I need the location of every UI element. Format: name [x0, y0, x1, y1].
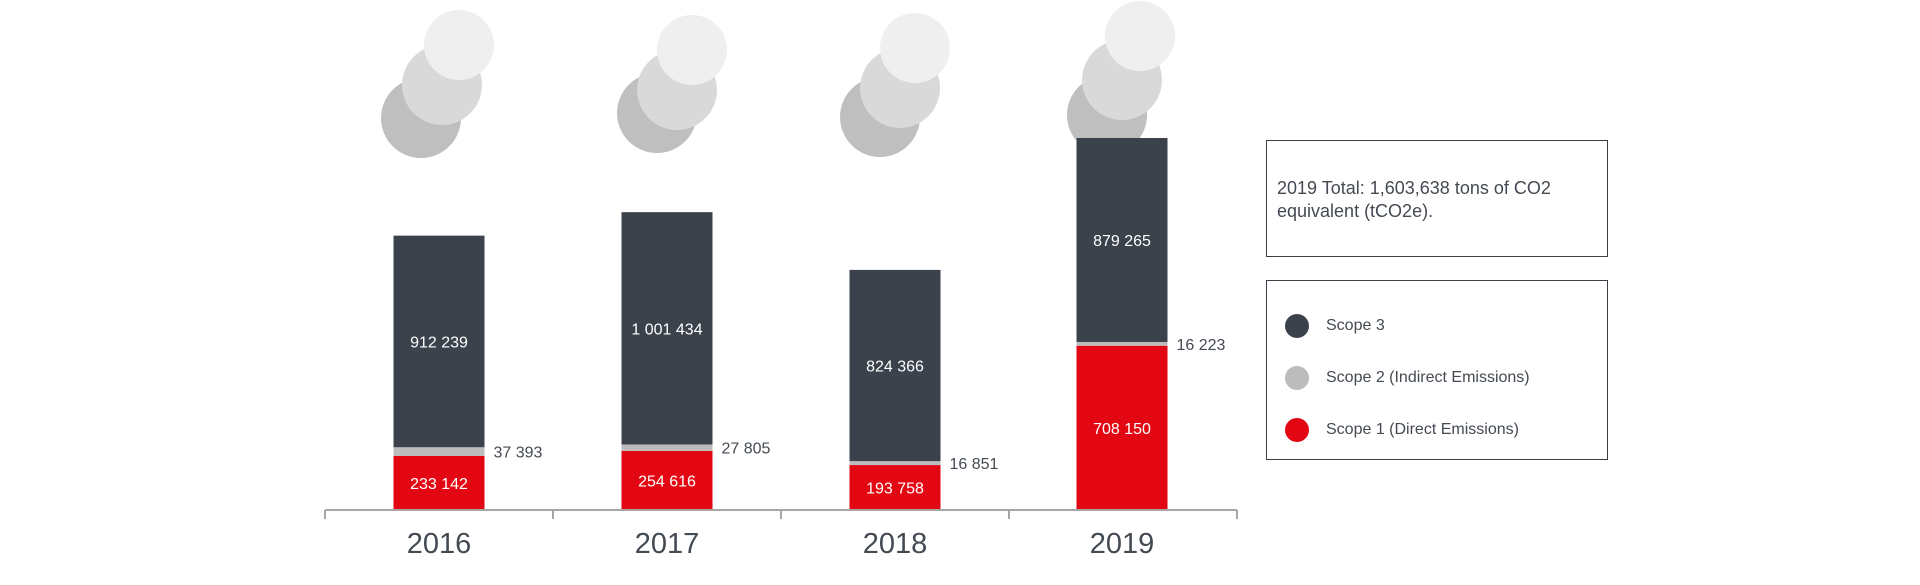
data-label-2017-scope-3: 1 001 434: [631, 321, 702, 338]
legend: Scope 3 Scope 2 (Indirect Emissions) Sco…: [1266, 280, 1608, 460]
legend-label-scope-3: Scope 3: [1326, 317, 1385, 334]
bar-2019-scope-3: [1076, 138, 1168, 342]
legend-item-scope-2: Scope 2 (Indirect Emissions): [1285, 366, 1530, 390]
bar-2017-scope-3: [621, 212, 713, 445]
x-tick-label-2019: 2019: [1090, 528, 1155, 560]
x-tick-label-2018: 2018: [863, 528, 928, 560]
smoke-cloud-2017-3: [657, 15, 727, 85]
data-label-2016-scope-1-direct-emissions: 233 142: [410, 476, 468, 493]
bar-2017-scope-1-direct-emissions: [621, 450, 713, 510]
bar-2018-scope-3: [849, 269, 941, 462]
data-label-2019-scope-1-direct-emissions: 708 150: [1093, 421, 1151, 438]
bar-2016-scope-1-direct-emissions: [393, 455, 485, 510]
legend-label-scope-1: Scope 1 (Direct Emissions): [1326, 421, 1519, 438]
data-label-2018-scope-1-direct-emissions: 193 758: [866, 481, 924, 498]
bar-2019-scope-2-indirect-emissions: [1076, 341, 1168, 346]
smoke-cloud-2018-3: [880, 13, 950, 83]
legend-swatch-scope-1: [1285, 418, 1309, 442]
legend-item-scope-3: Scope 3: [1285, 314, 1385, 338]
legend-label-scope-2: Scope 2 (Indirect Emissions): [1326, 369, 1530, 386]
bar-2019-scope-1-direct-emissions: [1076, 345, 1168, 510]
bar-2018-scope-1-direct-emissions: [849, 465, 941, 510]
smoke-cloud-2019-3: [1105, 1, 1175, 71]
smoke-cloud-2016-3: [424, 10, 494, 80]
bar-2016-scope-3: [393, 235, 485, 448]
data-label-2018-scope-3: 824 366: [866, 359, 924, 376]
data-label-2019-scope-3: 879 265: [1093, 233, 1151, 250]
data-label-2016-scope-3: 912 239: [410, 334, 468, 351]
data-label-2016-scope-2-indirect-emissions: 37 393: [494, 445, 543, 462]
legend-item-scope-1: Scope 1 (Direct Emissions): [1285, 418, 1519, 442]
x-tick-label-2016: 2016: [407, 528, 472, 560]
bar-2018-scope-2-indirect-emissions: [849, 461, 941, 466]
legend-swatch-scope-3: [1285, 314, 1309, 338]
legend-swatch-scope-2: [1285, 366, 1309, 390]
data-label-2017-scope-1-direct-emissions: 254 616: [638, 473, 696, 490]
data-label-2019-scope-2-indirect-emissions: 16 223: [1177, 337, 1226, 354]
data-label-2017-scope-2-indirect-emissions: 27 805: [722, 441, 771, 458]
total-info-box: 2019 Total: 1,603,638 tons of CO2 equiva…: [1266, 140, 1608, 257]
bar-2017-scope-2-indirect-emissions: [621, 444, 713, 451]
bar-2016-scope-2-indirect-emissions: [393, 447, 485, 456]
total-info-text: 2019 Total: 1,603,638 tons of CO2 equiva…: [1277, 178, 1551, 221]
data-label-2018-scope-2-indirect-emissions: 16 851: [950, 456, 999, 473]
x-tick-label-2017: 2017: [635, 528, 700, 560]
